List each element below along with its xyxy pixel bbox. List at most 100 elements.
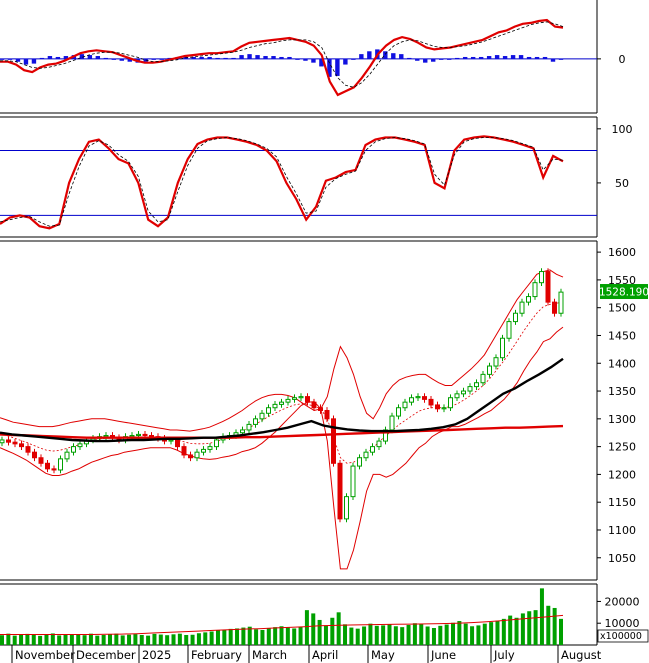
volume-bar	[260, 629, 265, 645]
candle-body	[454, 393, 460, 399]
moving-average-mid	[0, 357, 564, 443]
y-tick-label: 1500	[608, 302, 636, 315]
volume-bar	[241, 627, 246, 645]
volume-bar	[146, 635, 151, 645]
macd-line	[0, 18, 564, 97]
candle-body	[357, 457, 362, 467]
candle-body	[292, 397, 297, 400]
volume-unit-box	[597, 629, 649, 643]
candle-body	[279, 401, 284, 405]
volume-bar	[69, 634, 74, 645]
candle-body	[519, 301, 525, 314]
volume-bar	[6, 633, 11, 645]
candle-body	[467, 386, 473, 392]
volume-bar	[412, 623, 417, 645]
volume-bar	[400, 627, 405, 645]
histogram-bar	[407, 57, 412, 59]
histogram-bar	[279, 56, 284, 59]
upper-band	[0, 269, 564, 432]
histogram-bar	[151, 58, 156, 60]
histogram-bar	[95, 56, 101, 59]
volume-bar	[387, 624, 392, 645]
volume-bar	[489, 622, 494, 645]
volume-bar	[374, 625, 379, 645]
volume-bar	[476, 625, 481, 645]
histogram-bar	[111, 58, 116, 60]
histogram-bar	[79, 54, 85, 59]
last-price-badge	[600, 284, 648, 300]
histogram-bar	[534, 56, 540, 59]
histogram-bar	[359, 54, 364, 59]
y-tick-label: 20000	[605, 595, 640, 608]
candle-body	[428, 398, 434, 406]
volume-bar	[127, 634, 132, 645]
volume-bar	[438, 625, 443, 645]
volume-bar	[317, 619, 322, 645]
candle-body	[51, 468, 57, 471]
histogram-bar	[383, 51, 388, 59]
volume-bar	[533, 610, 538, 645]
candle-body	[474, 382, 479, 388]
candle-body	[480, 373, 486, 384]
volume-bar	[63, 634, 68, 645]
histogram-bar	[103, 57, 109, 59]
candle-body	[272, 403, 278, 409]
candle-body	[12, 441, 18, 445]
x-tick-label: April	[312, 648, 338, 662]
volume-bar	[171, 634, 176, 645]
volume-bar	[57, 635, 62, 645]
histogram-bar	[263, 56, 268, 59]
histogram-bar	[87, 55, 93, 59]
histogram-bar	[454, 57, 460, 59]
candle-body	[45, 462, 50, 470]
y-tick-label: 1450	[608, 329, 636, 342]
candle-body	[415, 396, 421, 399]
volume-bar	[19, 634, 24, 645]
volume-bar	[514, 617, 519, 645]
candle-body	[331, 418, 336, 464]
volume-bar	[406, 624, 411, 645]
volume-bar	[520, 613, 525, 645]
candle-body	[337, 462, 343, 520]
volume-bar	[539, 588, 544, 645]
histogram-bar	[287, 56, 292, 59]
candle-body	[32, 451, 37, 459]
volume-bar	[165, 635, 170, 645]
candle-body	[409, 397, 414, 403]
candle-body	[201, 448, 206, 453]
candle-body	[194, 451, 200, 459]
histogram-bar	[127, 58, 132, 62]
candle-body	[422, 396, 427, 400]
histogram-bar	[510, 55, 516, 59]
x-tick-label: August	[561, 648, 602, 662]
volume-bar	[279, 626, 284, 645]
histogram-bar	[0, 58, 5, 60]
volume-plot-area	[0, 588, 564, 645]
volume-bar	[254, 629, 259, 645]
candle-body	[25, 446, 31, 453]
y-tick-label: 10000	[605, 617, 640, 630]
y-tick-label: 1150	[608, 496, 636, 509]
middle-band	[0, 301, 564, 464]
volume-bar	[336, 612, 341, 645]
histogram-bar	[494, 55, 500, 59]
volume-bar	[495, 620, 500, 645]
volume-bar	[527, 611, 532, 645]
volume-bar	[76, 634, 81, 645]
x-tick-label: June	[430, 648, 456, 662]
histogram-bar	[255, 55, 260, 59]
volume-bar	[184, 634, 189, 645]
histogram-bar	[327, 58, 332, 77]
histogram-bar	[343, 58, 348, 65]
volume-bar	[546, 605, 551, 645]
candle-body	[396, 407, 401, 417]
histogram-bar	[462, 56, 468, 59]
volume-bar	[393, 626, 398, 645]
volume-bar	[215, 630, 220, 645]
volume-bar	[31, 634, 36, 645]
histogram-bar	[303, 58, 308, 61]
histogram-bar	[295, 58, 300, 60]
volume-panel	[0, 583, 598, 646]
volume-bar	[38, 635, 43, 645]
